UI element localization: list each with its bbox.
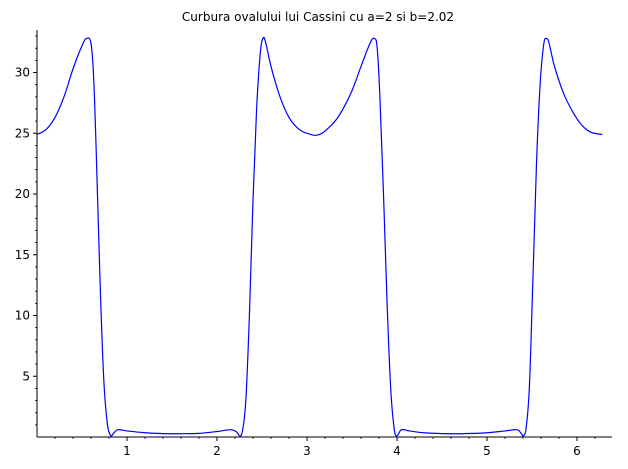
y-tick-label: 30: [15, 66, 30, 80]
x-tick-label: 1: [123, 444, 131, 458]
x-tick-label: 3: [303, 444, 311, 458]
x-tick-label: 5: [483, 444, 491, 458]
major-ticks: [33, 72, 578, 441]
x-tick-label: 2: [213, 444, 221, 458]
y-tick-label: 5: [22, 369, 30, 383]
minor-ticks: [35, 35, 596, 439]
y-tick-label: 20: [15, 187, 30, 201]
chart-title: Curbura ovalului lui Cassini cu a=2 si b…: [182, 10, 454, 24]
y-tick-label: 15: [15, 248, 30, 262]
y-tick-label: 10: [15, 309, 30, 323]
x-tick-label: 4: [393, 444, 401, 458]
tick-labels: 1 2 3 4 5 6 5 10 15 20 25 30: [15, 66, 581, 458]
x-tick-label: 6: [573, 444, 581, 458]
series-line: [36, 36, 603, 437]
y-tick-label: 25: [15, 126, 30, 140]
series-layer: [36, 36, 603, 437]
